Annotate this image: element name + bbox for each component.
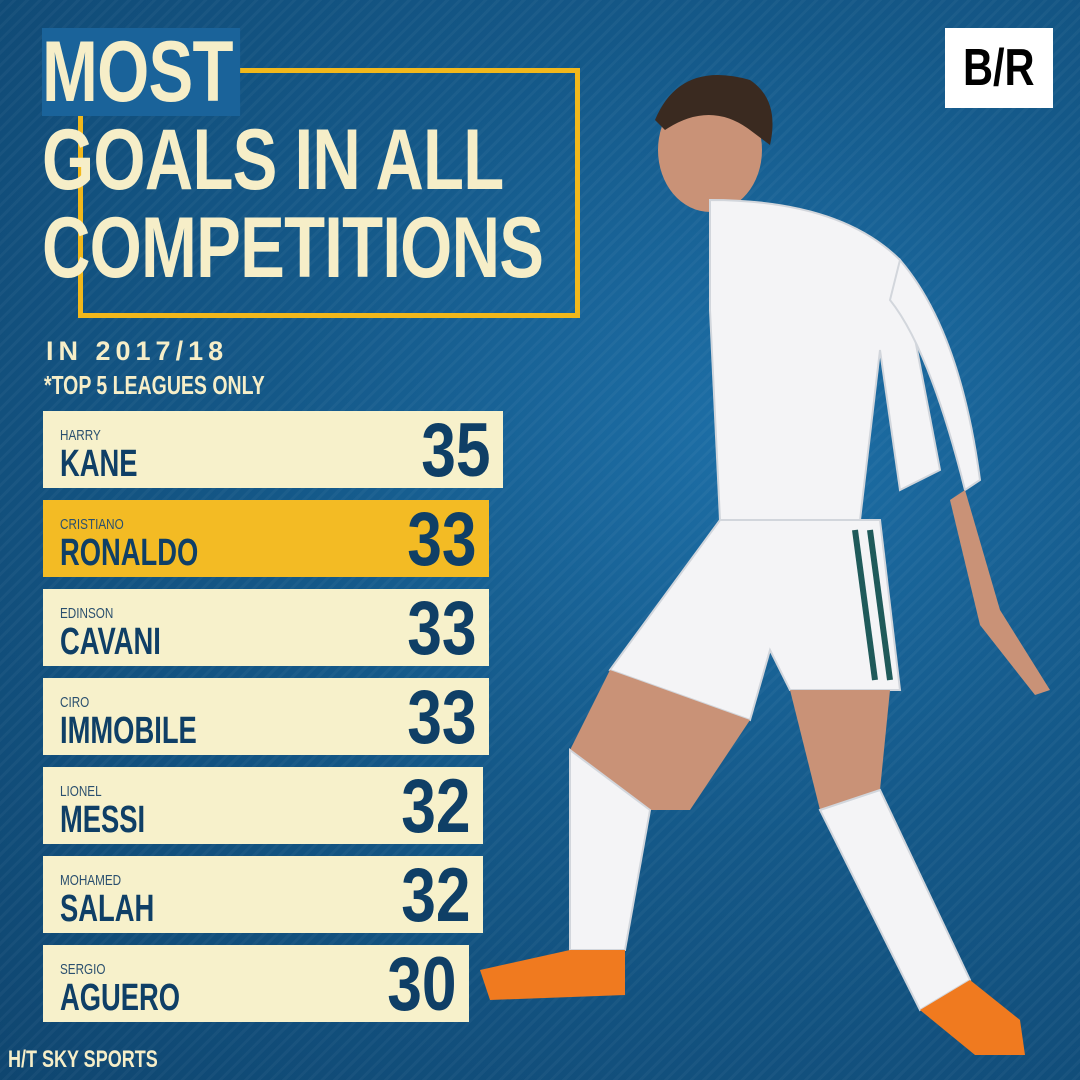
player-first-name: EDINSON bbox=[60, 605, 114, 622]
player-last-name: IMMOBILE bbox=[60, 710, 197, 752]
br-logo: B/R bbox=[945, 28, 1053, 108]
bar-value-label: 30 bbox=[387, 942, 457, 1027]
player-first-name: MOHAMED bbox=[60, 872, 122, 889]
logo-text: B/R bbox=[963, 39, 1035, 97]
bar: EDINSON CAVANI 33 bbox=[43, 586, 489, 671]
title-line: MOST bbox=[42, 28, 241, 116]
chart-note: *TOP 5 LEAGUES ONLY bbox=[44, 370, 265, 400]
bar: LIONEL MESSI 32 bbox=[43, 764, 483, 849]
player-last-name: MESSI bbox=[60, 799, 146, 841]
player-first-name: SERGIO bbox=[60, 961, 106, 978]
bar: CIRO IMMOBILE 33 bbox=[43, 675, 489, 760]
bar-value-label: 32 bbox=[401, 853, 471, 938]
player-last-name: RONALDO bbox=[60, 532, 199, 574]
player-last-name: AGUERO bbox=[60, 977, 181, 1019]
player-first-name: HARRY bbox=[60, 427, 101, 444]
bar-value-label: 33 bbox=[407, 586, 477, 671]
bar: CRISTIANO RONALDO 33 bbox=[43, 497, 489, 582]
player-first-name: LIONEL bbox=[60, 783, 102, 800]
player-first-name: CRISTIANO bbox=[60, 516, 124, 533]
bar-value-label: 35 bbox=[421, 408, 491, 493]
bar: SERGIO AGUERO 30 bbox=[43, 942, 469, 1027]
title-line: COMPETITIONS bbox=[42, 200, 544, 296]
bar: HARRY KANE 35 bbox=[43, 408, 503, 493]
player-last-name: SALAH bbox=[60, 888, 155, 930]
chart-subtitle: IN 2017/18 bbox=[46, 336, 229, 366]
bar-value-label: 33 bbox=[407, 497, 477, 582]
bar-value-label: 33 bbox=[407, 675, 477, 760]
player-image bbox=[480, 75, 1050, 1055]
title-line: GOALS IN ALL bbox=[42, 112, 504, 208]
player-last-name: KANE bbox=[60, 443, 138, 485]
player-first-name: CIRO bbox=[60, 694, 90, 711]
chart-title: MOST GOALS IN ALL COMPETITIONS bbox=[42, 28, 544, 296]
player-last-name: CAVANI bbox=[60, 621, 161, 663]
title-frame bbox=[78, 68, 580, 318]
source-credit: H/T SKY SPORTS bbox=[8, 1046, 158, 1073]
bar: MOHAMED SALAH 32 bbox=[43, 853, 483, 938]
bar-value-label: 32 bbox=[401, 764, 471, 849]
